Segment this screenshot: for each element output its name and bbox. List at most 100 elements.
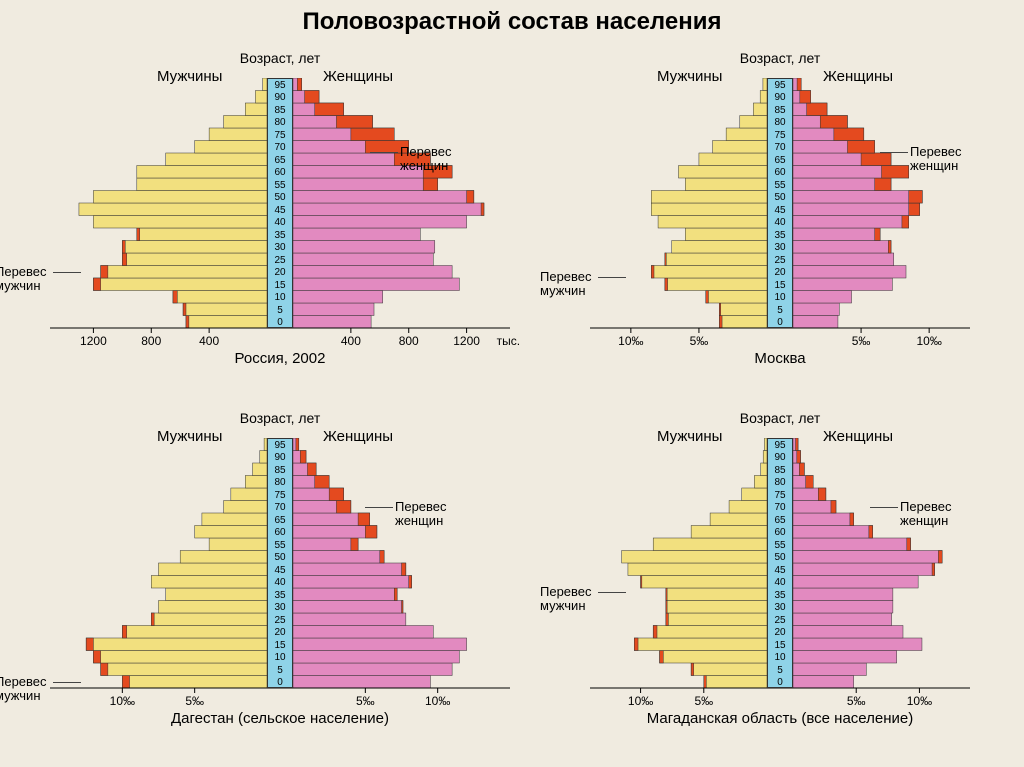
male-bar	[245, 103, 267, 116]
excess-bar	[861, 153, 891, 166]
age-tick: 70	[268, 143, 292, 153]
female-bar	[293, 676, 430, 689]
female-bar	[293, 663, 452, 676]
excess-bar	[691, 663, 694, 676]
excess-bar	[101, 663, 108, 676]
excess-bar	[719, 303, 720, 316]
male-bar	[224, 501, 267, 514]
male-bar	[672, 241, 767, 254]
age-tick: 40	[768, 578, 792, 588]
excess-bar	[888, 241, 891, 254]
male-bar	[740, 116, 767, 129]
excess-bar	[796, 438, 799, 451]
male-bar	[760, 91, 767, 104]
excess-bar	[336, 501, 350, 514]
female-bar	[293, 278, 459, 291]
female-bar	[793, 241, 891, 254]
excess-bar	[394, 588, 397, 601]
female-bar	[293, 576, 412, 589]
male-bar	[679, 166, 768, 179]
female-bar	[793, 526, 873, 539]
age-strip: 05101520253035404550556065707580859095	[267, 78, 293, 328]
x-unit-label: тыс. человек	[497, 334, 520, 348]
male-bar	[166, 153, 267, 166]
x-tick-label: 10‰	[628, 694, 653, 708]
male-bar	[666, 613, 767, 626]
excess-bar	[351, 128, 394, 141]
excess-bar	[797, 78, 801, 91]
male-bar	[666, 588, 767, 601]
excess-bar	[329, 488, 343, 501]
male-bar	[159, 601, 268, 614]
age-tick: 60	[268, 528, 292, 538]
leader-line	[365, 507, 393, 508]
age-tick: 40	[768, 218, 792, 228]
x-tick-label: 5‰	[690, 334, 709, 348]
age-tick: 25	[268, 256, 292, 266]
excess-bar	[704, 676, 707, 689]
female-bar	[793, 676, 854, 689]
page: Половозрастной состав населения Возраст,…	[0, 0, 1024, 767]
male-bar	[202, 513, 267, 526]
age-tick: 75	[768, 491, 792, 501]
male-bar	[209, 128, 267, 141]
age-tick: 5	[768, 666, 792, 676]
age-tick: 85	[768, 106, 792, 116]
female-bar	[793, 216, 909, 229]
excess-bar	[641, 576, 642, 589]
age-tick: 25	[768, 256, 792, 266]
region-label: Дагестан (сельское население)	[40, 710, 520, 727]
female-bar	[793, 601, 893, 614]
age-tick: 30	[768, 243, 792, 253]
female-bar	[793, 651, 897, 664]
female-bar	[293, 191, 474, 204]
age-tick: 10	[768, 293, 792, 303]
male-bar	[699, 153, 767, 166]
age-tick: 15	[768, 641, 792, 651]
pyramid-russia: Возраст, летМужчиныЖенщины12008004004008…	[40, 50, 520, 380]
excess-bar	[834, 128, 864, 141]
male-bar	[79, 203, 267, 216]
excess-bar	[799, 463, 804, 476]
female-bar	[293, 303, 374, 316]
male-bar	[653, 626, 767, 639]
age-tick: 60	[268, 168, 292, 178]
male-bar	[122, 676, 267, 689]
excess-bar	[137, 228, 140, 241]
male-bar	[93, 651, 267, 664]
age-tick: 80	[768, 478, 792, 488]
age-tick: 70	[268, 503, 292, 513]
male-bar	[691, 663, 767, 676]
female-bar	[793, 303, 839, 316]
female-bar	[293, 588, 397, 601]
excess-bar	[719, 316, 722, 329]
male-bar	[253, 463, 267, 476]
age-strip: 05101520253035404550556065707580859095	[267, 438, 293, 688]
excess-bar	[183, 303, 186, 316]
male-bar	[729, 501, 767, 514]
excess-bar	[351, 538, 358, 551]
x-tick-label: 400	[341, 334, 361, 348]
excess-bar	[101, 266, 108, 279]
female-bar	[293, 638, 467, 651]
age-tick: 30	[268, 243, 292, 253]
excess-bar	[186, 316, 189, 329]
excess-bar	[706, 291, 709, 304]
excess-bar	[315, 103, 344, 116]
excess-bar	[307, 463, 316, 476]
male-bar	[660, 651, 767, 664]
age-tick: 75	[268, 491, 292, 501]
x-tick-label: 5‰	[356, 694, 375, 708]
male-bar	[224, 116, 267, 129]
excess-bar	[932, 563, 935, 576]
x-tick-label: 5‰	[694, 694, 713, 708]
male-bar	[641, 576, 767, 589]
female-bar	[293, 316, 371, 329]
age-tick: 5	[768, 306, 792, 316]
excess-men-label: Перевесмужчин	[0, 675, 47, 703]
x-tick-label: 1200	[453, 334, 480, 348]
female-bar	[793, 626, 903, 639]
female-bar	[793, 638, 922, 651]
leader-line	[53, 272, 81, 273]
female-bar	[293, 241, 435, 254]
